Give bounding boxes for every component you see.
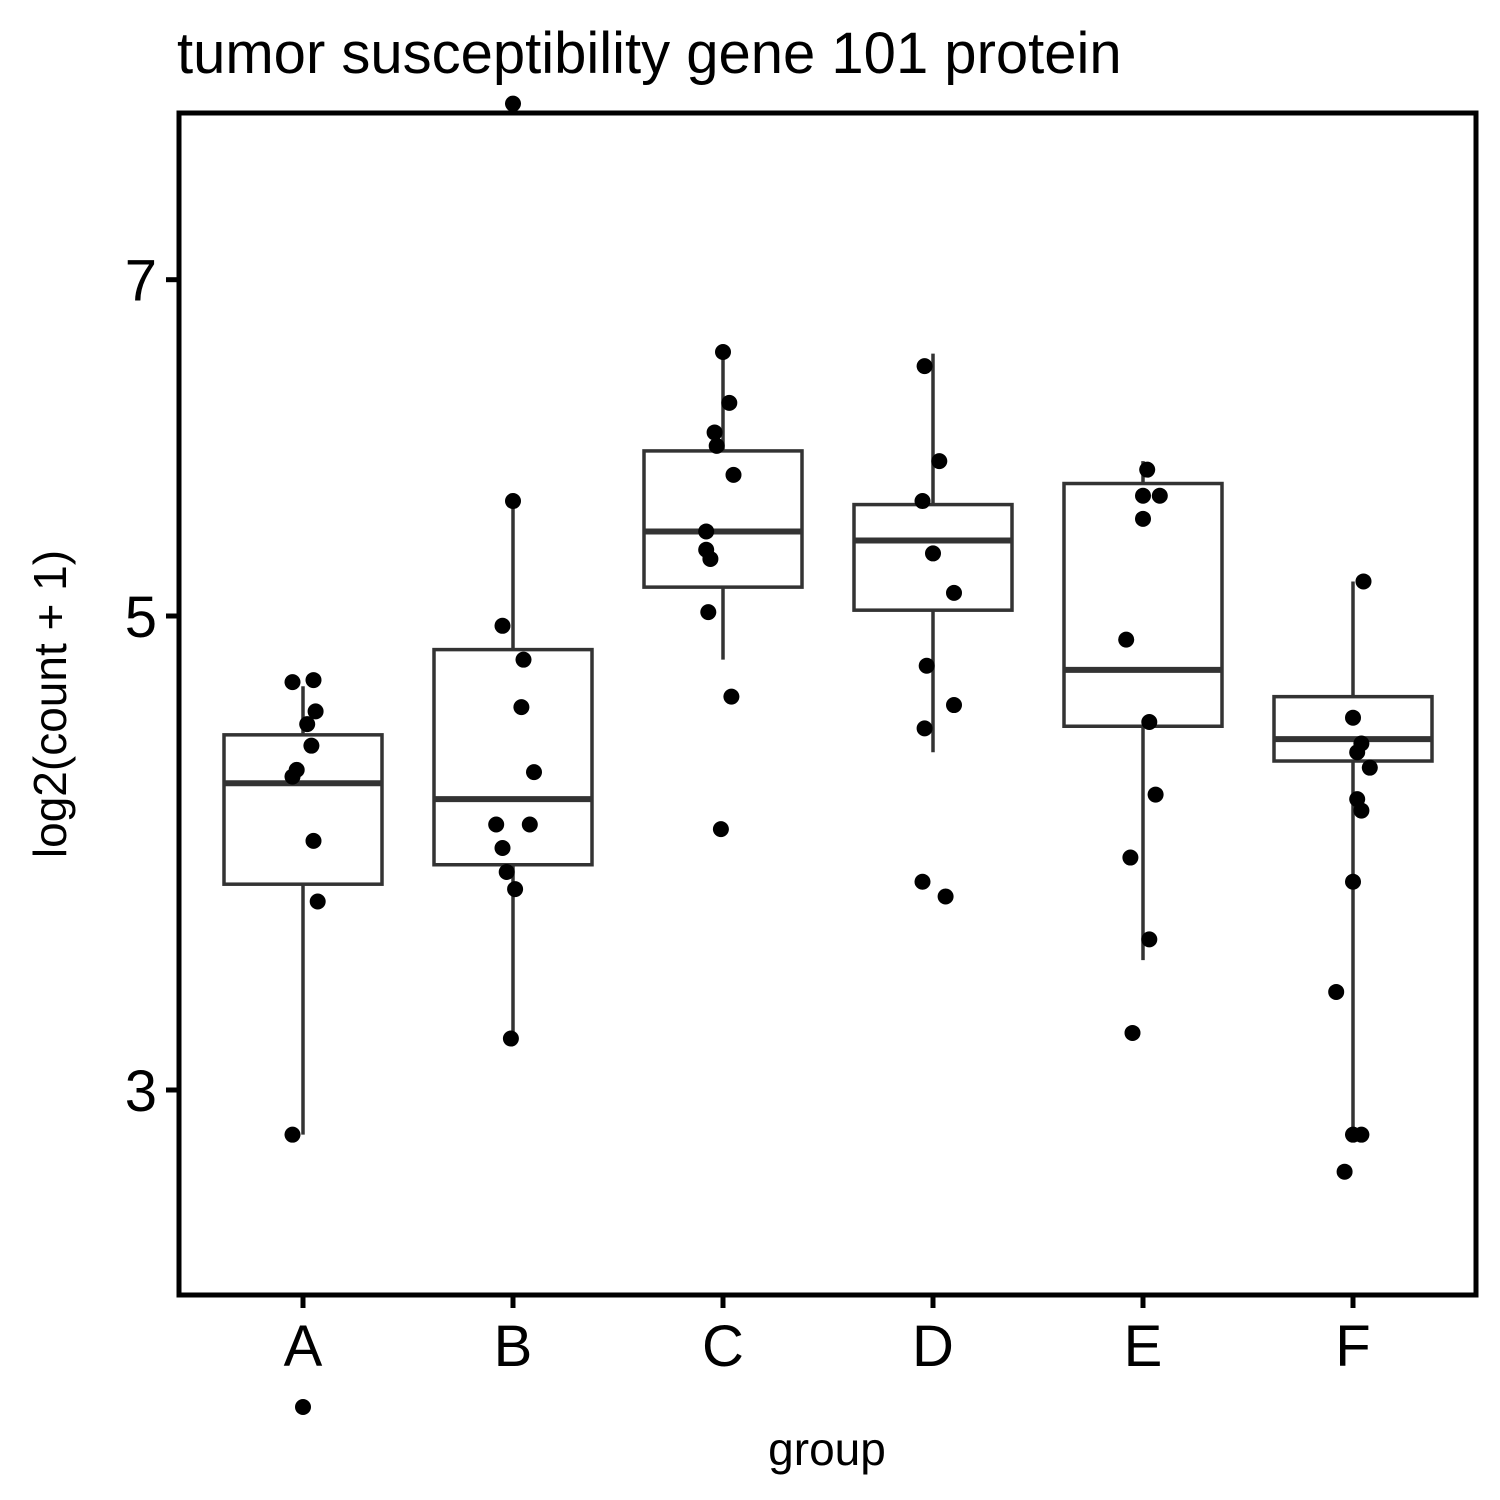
- data-point: [1336, 1163, 1353, 1180]
- data-point: [299, 716, 316, 733]
- data-point: [1147, 786, 1164, 803]
- box-A: [222, 733, 384, 886]
- data-point: [712, 821, 729, 838]
- data-point: [1353, 1126, 1370, 1143]
- data-point: [1353, 802, 1370, 819]
- data-point: [1135, 510, 1151, 527]
- data-point: [515, 651, 532, 668]
- data-point: [309, 893, 326, 910]
- data-point: [494, 839, 511, 856]
- data-point: [914, 493, 931, 510]
- y-axis-title: log2(count + 1): [24, 550, 76, 858]
- data-point: [1328, 983, 1345, 1000]
- data-point: [1349, 744, 1366, 761]
- data-point: [505, 493, 521, 510]
- x-axis-title: group: [768, 1423, 886, 1475]
- data-point: [488, 816, 505, 833]
- y-tick-label: 3: [125, 1059, 157, 1124]
- data-point: [700, 604, 717, 621]
- box-B: [432, 647, 594, 867]
- data-point: [925, 545, 941, 562]
- x-tick-label: F: [1335, 1314, 1370, 1379]
- data-point: [521, 816, 538, 833]
- data-point: [1122, 849, 1139, 866]
- data-point: [513, 699, 530, 716]
- data-point: [708, 437, 725, 454]
- data-point: [494, 617, 511, 634]
- data-point: [916, 720, 933, 737]
- data-point: [1141, 713, 1158, 730]
- y-tick-label: 5: [125, 585, 157, 650]
- data-point: [305, 832, 322, 849]
- data-point: [706, 424, 723, 441]
- plot-frame: [176, 110, 1479, 1298]
- data-point: [914, 873, 931, 890]
- box-C: [642, 449, 804, 589]
- data-point: [284, 1126, 301, 1143]
- data-point: [1151, 487, 1168, 504]
- data-point: [295, 1398, 311, 1415]
- data-point: [1135, 487, 1151, 504]
- chart-title: tumor susceptibility gene 101 protein: [177, 21, 1122, 86]
- x-tick-label: E: [1124, 1314, 1163, 1379]
- data-point: [284, 674, 301, 691]
- data-point: [303, 737, 320, 754]
- x-tick-label: C: [702, 1314, 744, 1379]
- data-point: [946, 697, 962, 714]
- data-point: [698, 523, 715, 540]
- data-point: [502, 1030, 519, 1047]
- data-point: [284, 768, 301, 785]
- data-point: [1141, 931, 1158, 948]
- data-point: [1118, 631, 1135, 648]
- data-point: [725, 466, 742, 483]
- y-tick-label: 7: [125, 249, 157, 314]
- data-point: [1345, 709, 1361, 726]
- x-tick-label: B: [494, 1314, 533, 1379]
- data-point: [946, 584, 962, 601]
- x-tick-label: A: [284, 1314, 323, 1379]
- data-point: [721, 394, 738, 411]
- data-point: [498, 864, 515, 881]
- axes: 3 5 7 A B C D E F: [125, 249, 1371, 1379]
- data-point: [702, 550, 719, 567]
- data-point: [507, 881, 524, 898]
- data-point: [723, 688, 740, 705]
- data-point: [1361, 759, 1378, 776]
- data-point: [937, 888, 954, 905]
- data-point: [505, 95, 521, 112]
- data-point: [918, 657, 935, 674]
- data-point: [916, 358, 933, 375]
- data-point: [307, 703, 324, 720]
- data-point: [715, 344, 731, 361]
- data-point: [931, 453, 948, 470]
- data-point: [1139, 461, 1156, 478]
- x-tick-label: D: [912, 1314, 954, 1379]
- data-point: [526, 764, 542, 781]
- data-point: [1124, 1024, 1141, 1041]
- data-point: [1355, 573, 1372, 590]
- data-point: [305, 672, 322, 689]
- data-point: [1345, 873, 1361, 890]
- plot-area: [222, 95, 1434, 1415]
